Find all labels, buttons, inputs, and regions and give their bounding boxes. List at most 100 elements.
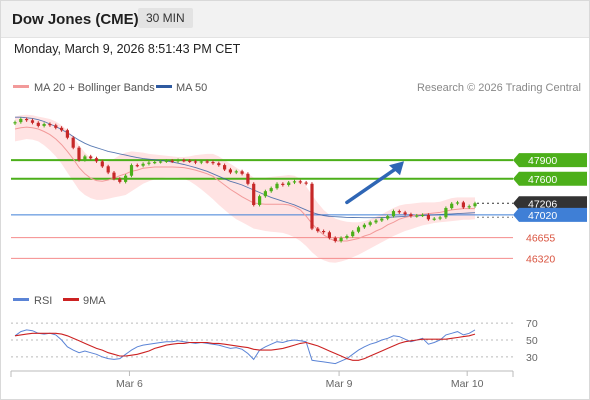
candle-body bbox=[275, 183, 279, 189]
forecast-arrow-head bbox=[389, 161, 405, 176]
candle-body bbox=[426, 214, 430, 220]
candle-body bbox=[263, 191, 267, 197]
candle-body bbox=[141, 163, 145, 166]
time-tick-label: Mar 6 bbox=[116, 378, 143, 390]
candle-body bbox=[298, 181, 302, 183]
ma50-legend-label: MA 50 bbox=[176, 82, 207, 94]
candle-body bbox=[356, 227, 361, 232]
candle-body bbox=[304, 182, 308, 184]
candle-body bbox=[409, 214, 413, 217]
candle-body bbox=[211, 162, 215, 164]
candle-body bbox=[71, 137, 75, 148]
rsi-ma-line bbox=[14, 332, 476, 361]
rsi-tick-30: 30 bbox=[526, 352, 538, 364]
ma20-line bbox=[14, 126, 475, 242]
candle-body bbox=[112, 172, 116, 179]
candle-body bbox=[345, 236, 349, 238]
level-label-47900: 47900 bbox=[528, 155, 557, 167]
candle-body bbox=[19, 119, 23, 123]
bollinger-band bbox=[15, 114, 475, 263]
candle-body bbox=[42, 124, 46, 126]
level-label-47600: 47600 bbox=[528, 174, 557, 186]
candle-body bbox=[159, 161, 163, 163]
candle-body bbox=[170, 160, 174, 162]
moving-averages bbox=[14, 116, 476, 242]
candle-body bbox=[147, 162, 151, 164]
candle-body bbox=[421, 214, 425, 217]
candle-body bbox=[153, 162, 157, 164]
candle-body bbox=[118, 178, 122, 182]
candle-body bbox=[368, 222, 372, 225]
candle-body bbox=[228, 169, 232, 173]
candle-body bbox=[432, 218, 436, 220]
candle-body bbox=[473, 203, 477, 207]
bollinger-fill bbox=[15, 114, 475, 263]
candle-body bbox=[362, 224, 366, 228]
candle-body bbox=[193, 161, 198, 163]
candle-body bbox=[205, 161, 209, 163]
candles bbox=[13, 117, 477, 243]
candle-body bbox=[106, 166, 110, 173]
candle-body bbox=[65, 130, 69, 138]
level-label-47020-tag bbox=[513, 207, 587, 222]
time-tick-label: Mar 10 bbox=[451, 378, 484, 390]
candle-body bbox=[135, 165, 139, 167]
candle-body bbox=[13, 122, 17, 124]
candle-body bbox=[100, 161, 104, 167]
candle-body bbox=[83, 156, 87, 161]
candle-body bbox=[223, 165, 227, 170]
candle-body bbox=[461, 202, 465, 208]
candle-body bbox=[129, 165, 134, 176]
candle-body bbox=[351, 231, 355, 237]
candle-body bbox=[403, 212, 407, 215]
candle-body bbox=[455, 202, 460, 204]
candle-body bbox=[252, 183, 256, 205]
candle-body bbox=[292, 181, 297, 183]
candle-body bbox=[258, 196, 262, 205]
research-credit: Research © 2026 Trading Central bbox=[417, 82, 581, 94]
level-label-47206-tag bbox=[513, 196, 587, 211]
candle-body bbox=[60, 127, 64, 131]
level-label-47900-tag bbox=[513, 153, 587, 168]
candle-body bbox=[176, 160, 180, 162]
candle-body bbox=[94, 158, 99, 162]
candle-body bbox=[339, 237, 343, 241]
level-label-46655: 46655 bbox=[526, 233, 555, 245]
forecast-arrow-shaft bbox=[345, 165, 400, 205]
candle-body bbox=[30, 120, 35, 123]
candle-body bbox=[36, 122, 40, 126]
level-label-47206: 47206 bbox=[528, 198, 557, 210]
candle-body bbox=[77, 147, 81, 161]
candle-body bbox=[450, 203, 454, 209]
rsi-ma-legend-swatch bbox=[63, 298, 79, 301]
timeframe-badge[interactable]: 30 MIN bbox=[138, 8, 193, 28]
candle-body bbox=[287, 182, 291, 185]
rsi-legend-label: RSI bbox=[34, 295, 52, 307]
candle-body bbox=[269, 188, 273, 192]
candle-body bbox=[217, 163, 221, 166]
candle-body bbox=[333, 237, 337, 241]
candle-body bbox=[48, 124, 52, 126]
rsi-legend-swatch bbox=[13, 298, 29, 301]
candle-body bbox=[310, 183, 314, 229]
candle-body bbox=[164, 160, 168, 162]
ma50-legend-swatch bbox=[156, 85, 172, 88]
candle-body bbox=[89, 156, 93, 159]
candle-body bbox=[54, 125, 58, 128]
candle-body bbox=[246, 173, 250, 184]
rsi-grid: 70 50 30 bbox=[11, 318, 538, 364]
candle-body bbox=[438, 217, 442, 219]
candle-body bbox=[415, 215, 419, 217]
rsi-tick-50: 50 bbox=[526, 335, 538, 347]
rsi-panel bbox=[14, 329, 476, 365]
candle-body bbox=[327, 232, 331, 238]
candle-body bbox=[322, 231, 326, 233]
candle-body bbox=[124, 175, 128, 182]
ma50-line bbox=[15, 116, 476, 219]
rsi-tick-70: 70 bbox=[526, 318, 538, 330]
candle-body bbox=[240, 171, 244, 174]
instrument-title: Dow Jones (CME) bbox=[12, 11, 139, 28]
